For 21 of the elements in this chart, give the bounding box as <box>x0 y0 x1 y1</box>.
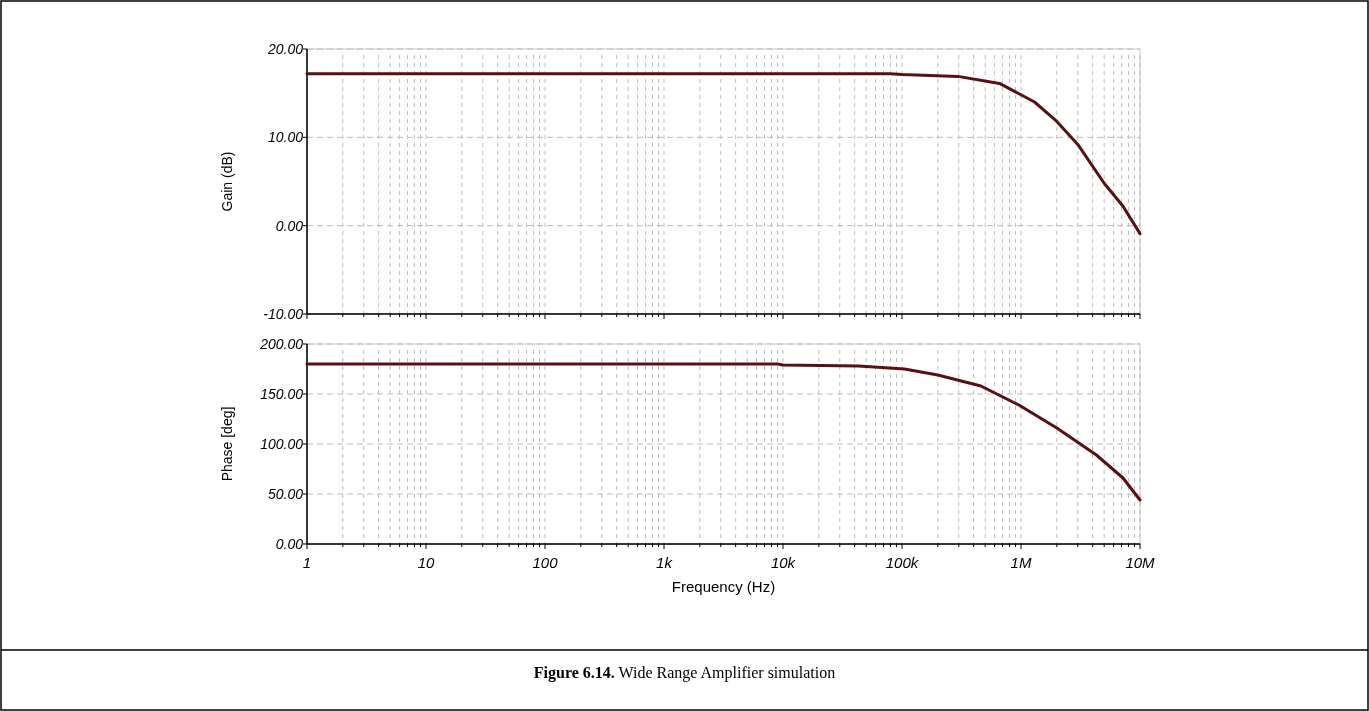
x-axis-title: Frequency (Hz) <box>671 578 776 595</box>
caption: Figure 6.14. Wide Range Amplifier simulation <box>533 664 836 682</box>
x-tick-label: 10k <box>770 554 797 571</box>
y-axis-title: Phase [deg] <box>219 406 235 482</box>
x-tick-label: 10 <box>417 554 435 571</box>
x-tick-label: 1M <box>1010 554 1032 571</box>
y-tick-label: 100.00 <box>260 435 304 452</box>
y-tick-label: 10.00 <box>267 129 304 146</box>
x-tick-label: 1k <box>656 554 674 571</box>
y-tick-label: 150.00 <box>260 385 304 402</box>
y-tick-label: -10.00 <box>263 305 304 322</box>
x-tick-label: 10M <box>1125 554 1156 571</box>
x-tick-label: 1 <box>302 554 312 571</box>
y-tick-label: 50.00 <box>267 485 304 502</box>
x-tick-label: 100k <box>885 554 920 571</box>
y-tick-label: 20.00 <box>266 40 304 57</box>
y-tick-label: 0.00 <box>275 535 304 552</box>
y-tick-label: 0.00 <box>275 217 304 234</box>
x-tick-label: 100 <box>532 554 559 571</box>
y-axis-title: Gain (dB) <box>219 151 235 212</box>
y-tick-label: 200.00 <box>259 335 304 352</box>
